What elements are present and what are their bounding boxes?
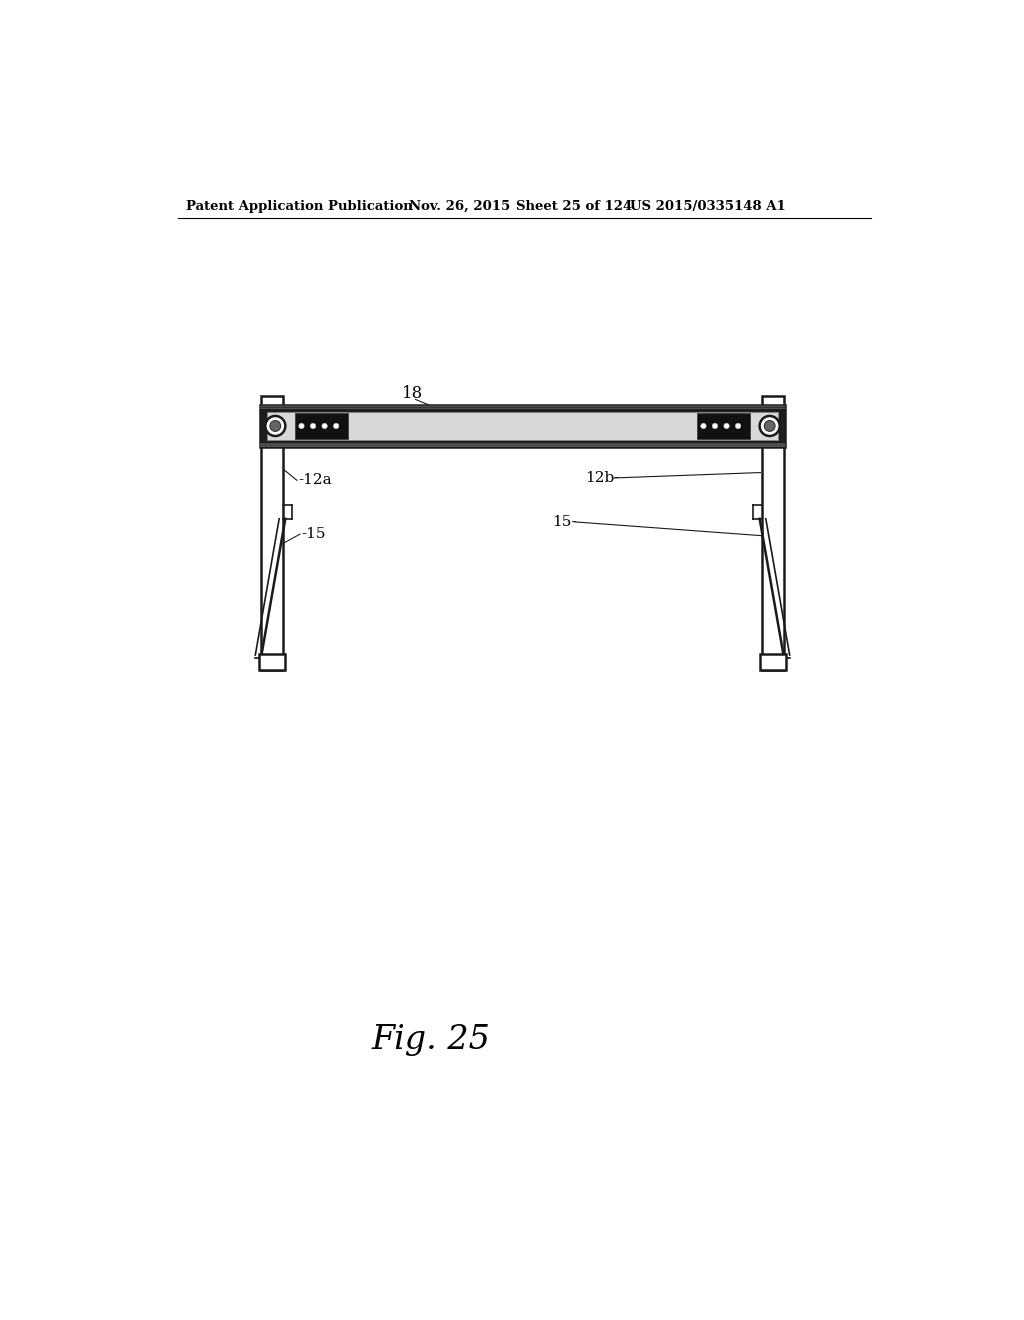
Circle shape [265,416,286,436]
Circle shape [322,424,328,429]
Bar [259,653,286,671]
Circle shape [724,424,729,429]
Circle shape [700,424,707,429]
Bar [762,396,783,671]
Text: 15-: 15- [553,515,577,529]
Bar [295,413,348,438]
Circle shape [270,421,281,432]
Circle shape [713,424,718,429]
Circle shape [310,424,315,429]
Circle shape [764,421,775,432]
Bar [260,405,785,447]
Text: US 2015/0335148 A1: US 2015/0335148 A1 [630,199,785,213]
Circle shape [760,416,779,436]
Text: Patent Application Publication: Patent Application Publication [186,199,413,213]
Text: 18: 18 [401,384,423,401]
Circle shape [735,424,740,429]
Bar [267,412,778,441]
Text: Fig. 25: Fig. 25 [372,1024,490,1056]
Circle shape [334,424,339,429]
Bar [260,444,785,447]
Text: 12b-: 12b- [585,471,620,484]
Text: -15: -15 [301,527,326,541]
Bar [696,413,751,438]
Circle shape [299,424,304,429]
Bar [260,405,785,409]
Text: -12a: -12a [298,474,332,487]
Text: Sheet 25 of 124: Sheet 25 of 124 [515,199,632,213]
Bar [760,653,785,671]
Text: Nov. 26, 2015: Nov. 26, 2015 [410,199,511,213]
Bar [261,396,283,671]
